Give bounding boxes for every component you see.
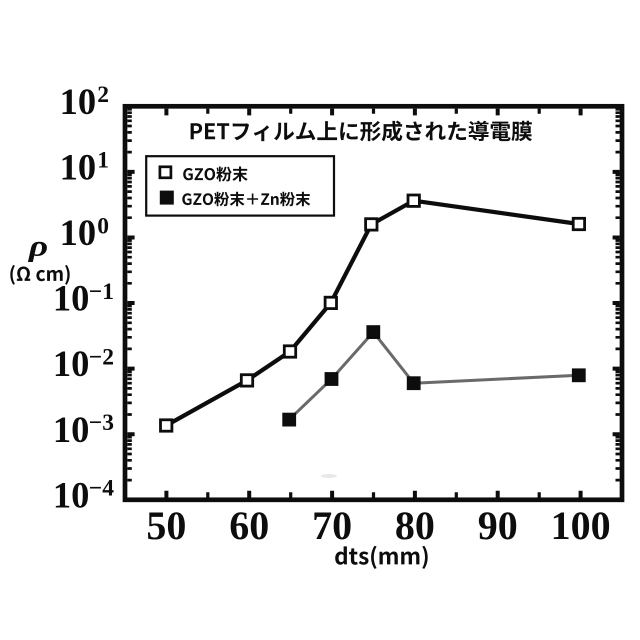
svg-text:10: 10 [53,409,90,450]
svg-text:10: 10 [60,81,97,122]
svg-text:90: 90 [478,503,518,548]
svg-text:80: 80 [395,503,435,548]
svg-text:10: 10 [53,278,90,319]
svg-text:0: 0 [97,213,109,239]
svg-text:−3: −3 [89,410,114,436]
svg-text:2: 2 [97,82,109,108]
svg-text:100: 100 [551,503,611,548]
svg-text:50: 50 [146,503,186,548]
svg-text:60: 60 [229,503,269,548]
svg-text:1: 1 [97,148,109,174]
svg-text:70: 70 [312,503,352,548]
svg-text:−2: −2 [89,344,114,370]
svg-text:10: 10 [53,343,90,384]
svg-text:ρ: ρ [28,230,48,263]
svg-text:−4: −4 [89,476,114,502]
svg-text:10: 10 [60,147,97,188]
svg-text:10: 10 [60,212,97,253]
svg-text:10: 10 [53,474,90,515]
svg-text:−1: −1 [89,279,114,305]
